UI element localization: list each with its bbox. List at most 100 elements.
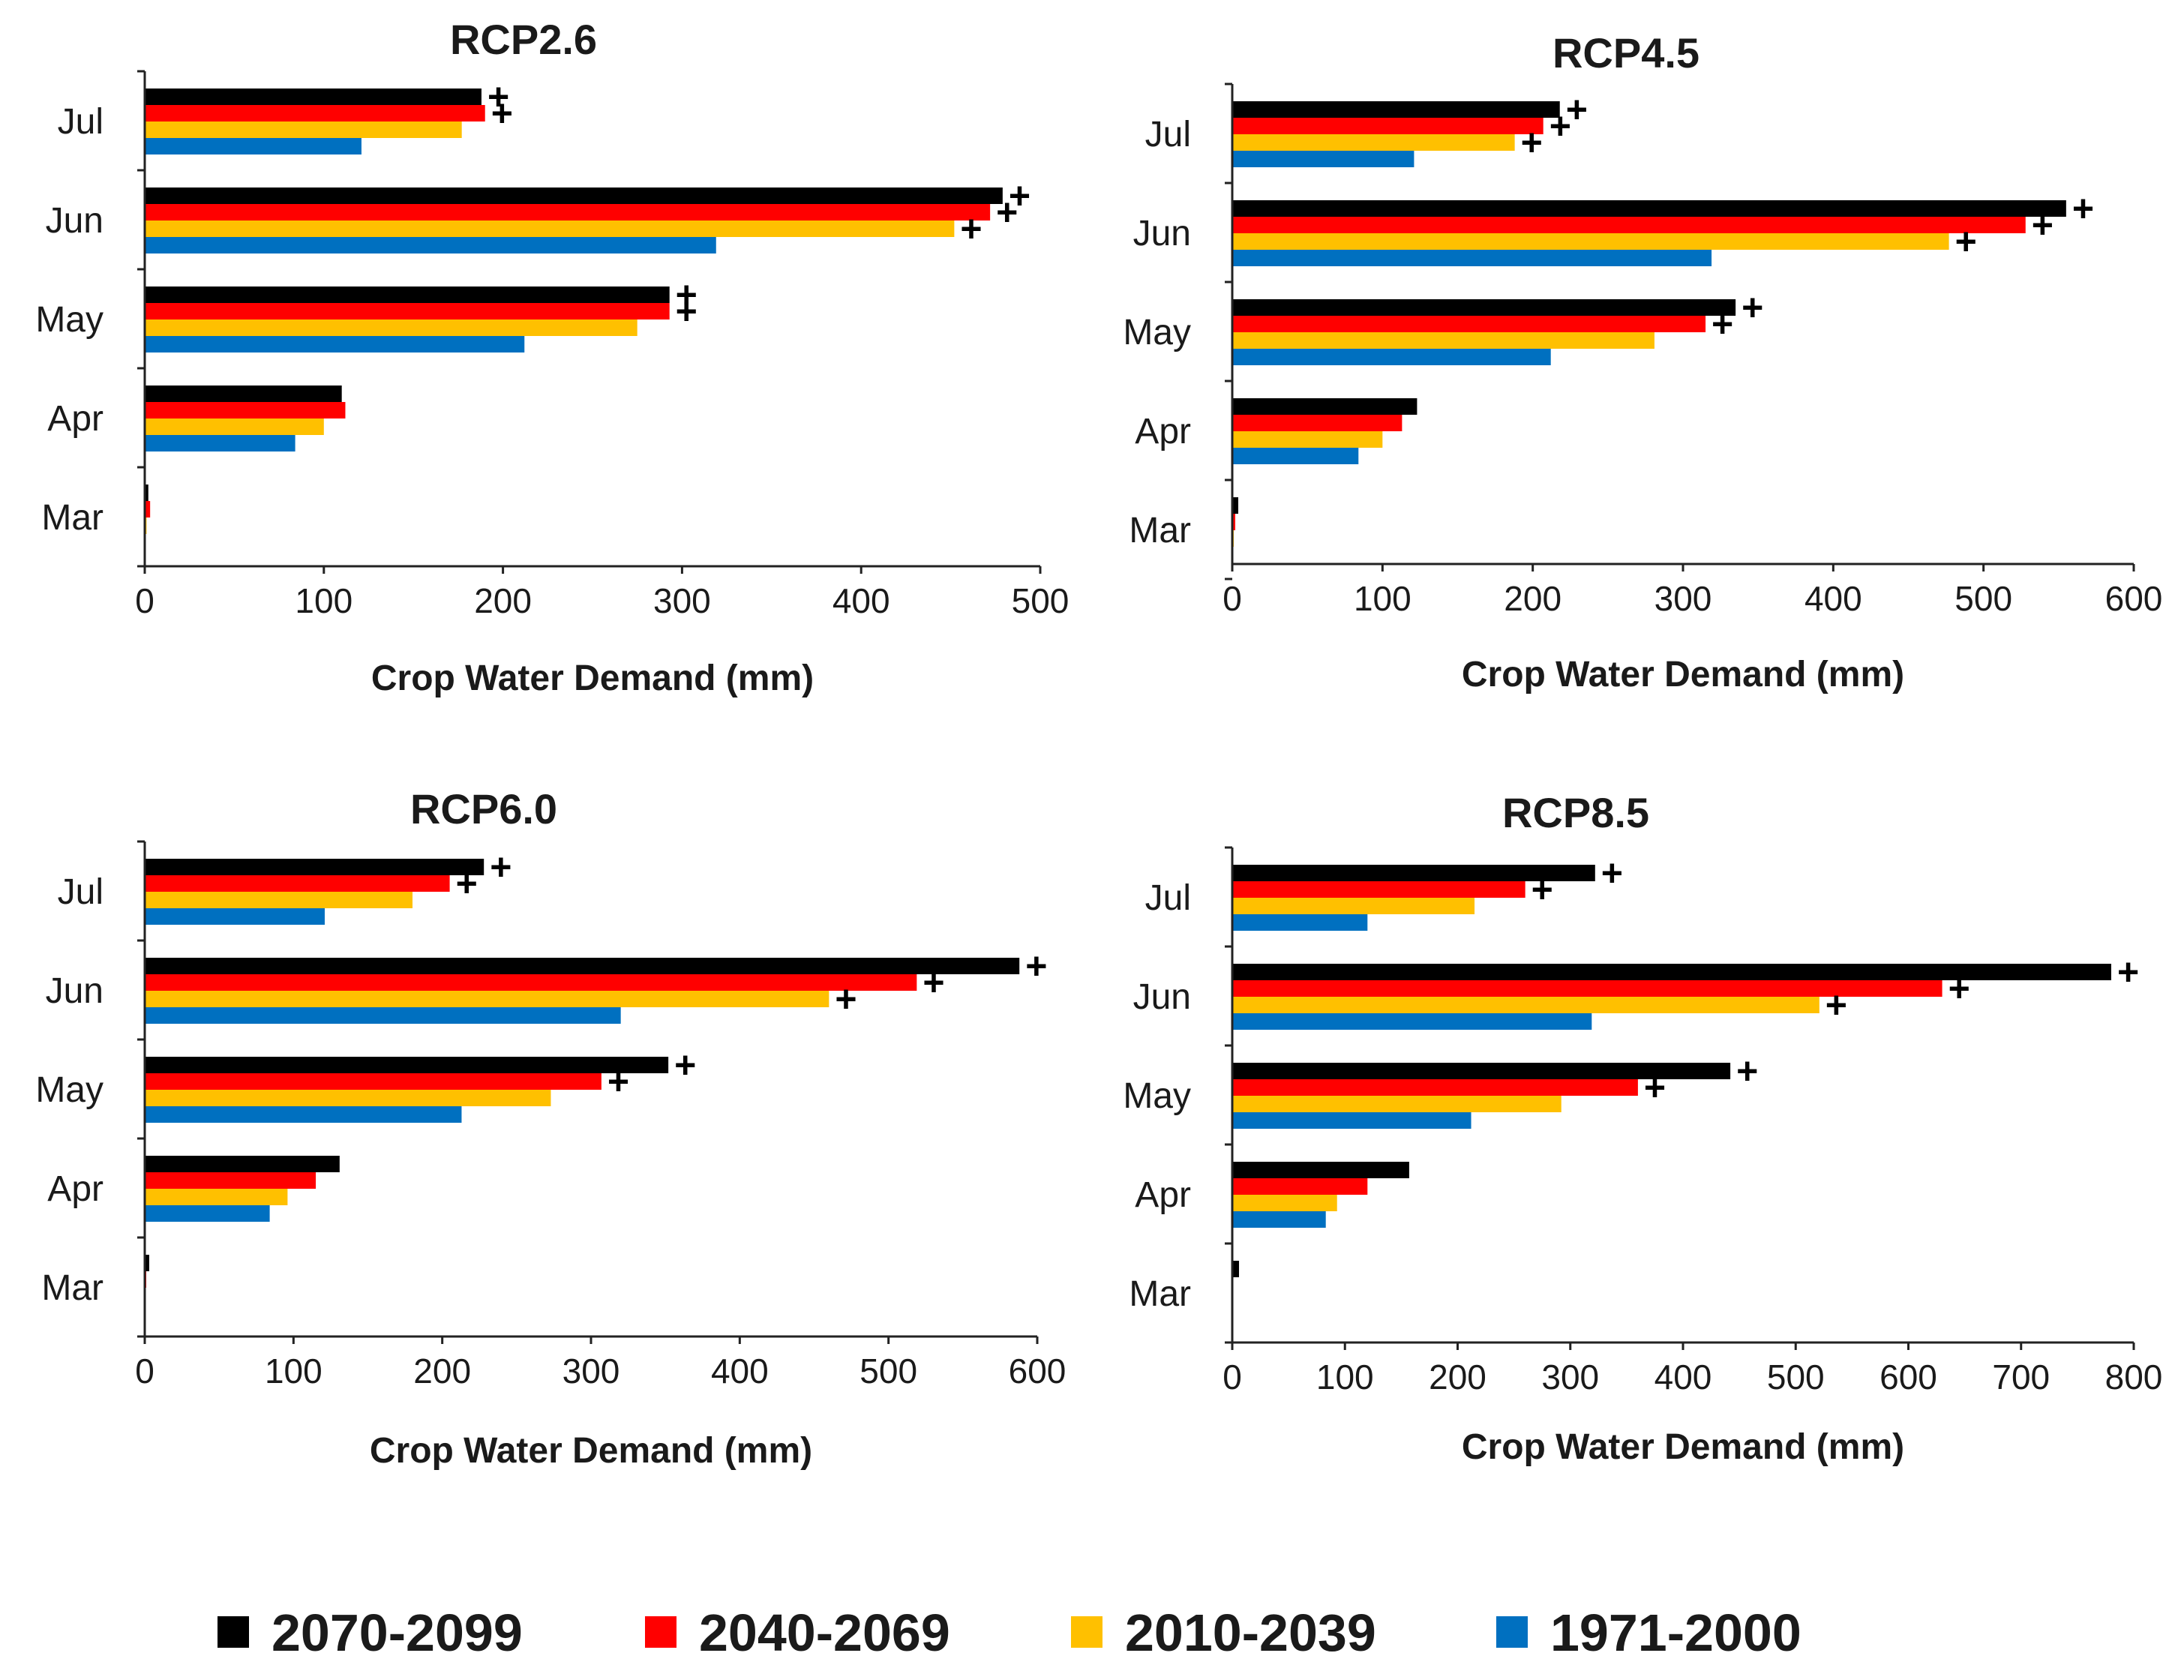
bar-mar-2070-2099: [1232, 497, 1239, 514]
bar-apr-2070-2099: [145, 1156, 340, 1172]
significance-marker: +: [456, 862, 478, 904]
bar-mar-2040-2069: [1232, 514, 1236, 530]
bar-may-2010-2039: [1232, 332, 1654, 349]
x-axis-title: Crop Water Demand (mm): [1462, 655, 1904, 694]
bar-jul-2010-2039: [1232, 898, 1475, 914]
significance-marker: +: [488, 76, 509, 118]
x-tick-label: 700: [1992, 1358, 2050, 1396]
significance-marker: +: [1955, 220, 1977, 262]
bar-jun-2010-2039: [1232, 233, 1949, 250]
bar-jul-2070-2099: [1232, 865, 1595, 881]
category-label-mar: Mar: [41, 1268, 104, 1308]
significance-marker: +: [835, 978, 856, 1020]
chart-title: RCP2.6: [450, 16, 597, 63]
bar-may-2070-2099: [1232, 1063, 1731, 1079]
significance-marker: +: [490, 846, 512, 888]
bar-may-1971-2000: [1232, 1112, 1472, 1129]
category-label-apr: Apr: [1135, 412, 1191, 452]
bar-may-1971-2000: [145, 1106, 462, 1123]
bar-may-2010-2039: [145, 1090, 551, 1106]
bar-apr-2040-2069: [145, 1172, 316, 1189]
chart-title: RCP6.0: [410, 785, 557, 832]
significance-marker: +: [1742, 286, 1763, 328]
significance-marker: +: [2117, 951, 2139, 993]
bar-jul-2070-2099: [145, 88, 482, 105]
bar-mar-2070-2099: [1232, 1261, 1240, 1277]
x-tick-label: 300: [653, 581, 711, 620]
category-label-may: May: [1123, 1076, 1191, 1116]
bar-jul-2010-2039: [145, 892, 412, 908]
bar-jun-2070-2099: [1232, 964, 2111, 980]
bar-jul-1971-2000: [145, 908, 325, 925]
significance-marker: +: [674, 1044, 696, 1086]
category-label-apr: Apr: [47, 1169, 104, 1209]
bar-may-2040-2069: [1232, 1079, 1638, 1096]
bar-may-2070-2099: [145, 286, 670, 303]
bar-jun-2070-2099: [145, 958, 1020, 974]
x-tick-label: 0: [1222, 1358, 1242, 1396]
bar-jun-2040-2069: [145, 974, 917, 991]
x-tick-label: 100: [1354, 579, 1412, 618]
category-label-jul: Jul: [1145, 115, 1191, 154]
bar-jun-2040-2069: [145, 204, 991, 220]
x-tick-label: 0: [1222, 579, 1242, 618]
significance-marker: +: [1712, 303, 1733, 345]
bar-jun-2010-2039: [1232, 997, 1820, 1013]
bar-mar-2040-2069: [145, 501, 151, 518]
significance-marker: +: [1521, 122, 1543, 164]
x-tick-label: 200: [1429, 1358, 1486, 1396]
x-tick-label: 500: [1012, 581, 1070, 620]
category-label-apr: Apr: [1135, 1175, 1191, 1215]
bar-may-2010-2039: [145, 320, 638, 336]
x-tick-label: 100: [265, 1352, 322, 1390]
bar-apr-1971-2000: [1232, 448, 1359, 464]
bar-jul-2040-2069: [1232, 118, 1544, 134]
chart-title: RCP8.5: [1502, 789, 1649, 836]
significance-marker: +: [1566, 88, 1588, 130]
significance-marker: +: [2072, 188, 2094, 230]
bar-jul-2070-2099: [1232, 101, 1560, 118]
legend-swatch-1971-2000: [1496, 1616, 1528, 1648]
bar-apr-1971-2000: [145, 435, 296, 452]
bar-jun-2070-2099: [1232, 200, 2066, 217]
category-label-may: May: [1123, 313, 1191, 352]
bar-apr-2070-2099: [1232, 398, 1418, 415]
x-tick-label: 200: [413, 1352, 471, 1390]
bar-may-1971-2000: [145, 336, 525, 352]
bar-jul-2070-2099: [145, 859, 484, 875]
category-label-mar: Mar: [41, 498, 104, 538]
x-tick-label: 0: [135, 1352, 154, 1390]
bar-jul-2010-2039: [145, 122, 462, 138]
x-tick-label: 100: [295, 581, 352, 620]
significance-marker: +: [1826, 984, 1847, 1026]
bar-apr-2070-2099: [145, 386, 342, 402]
bar-apr-2010-2039: [1232, 431, 1383, 448]
x-tick-label: 600: [2105, 579, 2163, 618]
x-tick-label: 400: [832, 581, 890, 620]
legend-label-2040-2069: 2040-2069: [699, 1604, 950, 1662]
x-tick-label: 600: [1009, 1352, 1066, 1390]
category-label-jun: Jun: [1133, 977, 1191, 1017]
bar-mar-2070-2099: [145, 1255, 149, 1271]
significance-marker: +: [1550, 105, 1571, 147]
bar-may-1971-2000: [1232, 349, 1551, 365]
category-label-jul: Jul: [1145, 878, 1191, 918]
category-label-may: May: [35, 1070, 104, 1110]
x-axis-title: Crop Water Demand (mm): [1462, 1427, 1904, 1467]
x-tick-label: 400: [1804, 579, 1862, 618]
x-tick-label: 500: [1954, 579, 2012, 618]
significance-marker: +: [2032, 204, 2054, 246]
bar-jul-1971-2000: [1232, 151, 1414, 167]
bar-may-2040-2069: [145, 1073, 602, 1090]
significance-marker: +: [1736, 1050, 1758, 1092]
x-tick-label: 100: [1316, 1358, 1374, 1396]
category-label-jul: Jul: [58, 102, 104, 142]
bar-jul-2040-2069: [1232, 881, 1526, 898]
x-tick-label: 800: [2105, 1358, 2163, 1396]
bar-jun-2010-2039: [145, 991, 830, 1007]
x-tick-label: 500: [1767, 1358, 1825, 1396]
x-tick-label: 600: [1880, 1358, 1937, 1396]
